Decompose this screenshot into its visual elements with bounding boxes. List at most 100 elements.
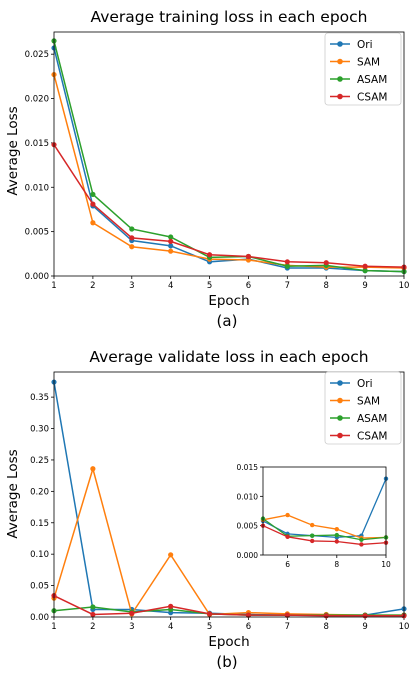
x-tick-label: 3 <box>129 281 134 291</box>
legend-box <box>324 32 402 106</box>
x-tick-label: 6 <box>246 281 251 291</box>
legend-marker-ori <box>337 380 343 386</box>
series-line-asam <box>262 518 387 541</box>
series-line-csam <box>262 525 387 546</box>
data-point-asam <box>334 532 339 538</box>
y-tick-label: 0.015 <box>25 139 49 149</box>
legend-box <box>324 371 402 445</box>
inset-plot-area: 0.000 0.005 0.010 0.015 6 8 10 <box>237 463 391 569</box>
legend-marker-ori <box>337 41 343 47</box>
data-point-sam <box>310 522 315 528</box>
x-tick-label: 10 <box>381 560 391 569</box>
y-tick-label: 0.00 <box>30 613 49 623</box>
data-point-csam <box>206 611 213 617</box>
y-tick-label: 0.05 <box>30 582 49 592</box>
data-point-asam <box>284 263 290 269</box>
x-tick-label: 2 <box>90 622 95 632</box>
y-tick-label: 0.25 <box>30 456 49 466</box>
series-line-csam <box>53 594 404 617</box>
data-point-csam <box>359 542 364 547</box>
y-tick-label: 0.010 <box>237 492 259 501</box>
y-tick-label: 0.10 <box>30 550 49 560</box>
legend-marker-asam <box>337 76 343 82</box>
data-point-asam <box>90 191 96 197</box>
x-tick-label: 5 <box>207 622 212 632</box>
legend-marker-csam <box>337 93 343 100</box>
legend-label-asam: ASAM <box>357 413 387 425</box>
x-axis-label: Epoch <box>208 293 249 309</box>
plot-area: 0.00 0.05 0.10 0.15 0.20 0.25 0.30 0.35 1 2 3 4 5 6 7 8… <box>30 371 410 632</box>
caption: (a) <box>217 312 238 330</box>
data-point-csam <box>334 539 339 544</box>
data-point-csam <box>245 253 252 260</box>
y-tick-label: 0.35 <box>30 393 49 403</box>
data-point-csam <box>323 260 329 266</box>
data-point-sam <box>168 248 174 254</box>
y-tick-label: 0.15 <box>30 519 49 529</box>
y-tick-label: 0.000 <box>237 551 259 560</box>
data-point-asam <box>310 533 315 538</box>
data-point-csam <box>285 534 290 540</box>
data-point-csam <box>168 238 174 244</box>
y-tick-label: 0.30 <box>30 425 49 435</box>
data-point-csam <box>284 259 290 265</box>
series-line-sam <box>53 466 404 616</box>
plot-frame <box>53 371 405 618</box>
data-point-sam <box>334 526 339 532</box>
legend-label-csam: CSAM <box>357 431 387 443</box>
y-tick-label: 0.005 <box>237 522 259 531</box>
data-point-csam <box>129 610 135 616</box>
x-tick-label: 4 <box>168 622 173 632</box>
x-tick-label: 10 <box>399 622 410 632</box>
series-line-sam <box>53 74 405 269</box>
caption: (b) <box>216 653 237 671</box>
data-point-csam <box>129 235 135 241</box>
y-tick-label: 0.000 <box>25 272 49 282</box>
legend-marker-csam <box>337 432 343 439</box>
plot-frame <box>53 31 405 277</box>
plot-area: 0.000 0.005 0.010 0.015 0.020 0.025 1 2 3 4 5 6 7 8 9 1… <box>25 31 410 291</box>
x-tick-label: 4 <box>168 281 173 291</box>
x-tick-label: 3 <box>129 622 134 632</box>
x-tick-label: 7 <box>285 281 290 291</box>
y-tick-label: 0.20 <box>30 487 49 497</box>
series-line-csam <box>53 144 405 268</box>
y-tick-label: 0.010 <box>25 183 49 193</box>
x-tick-label: 2 <box>90 281 95 291</box>
series-line-asam <box>53 40 405 273</box>
data-point-csam <box>90 611 96 618</box>
data-point-csam <box>90 201 96 207</box>
x-tick-label: 8 <box>324 281 329 291</box>
data-point-asam <box>90 604 96 610</box>
series-line-sam <box>262 514 387 539</box>
data-point-ori <box>168 243 174 249</box>
legend-label-ori: Ori <box>357 378 373 390</box>
y-axis-label: Average Loss <box>5 106 21 195</box>
y-tick-label: 0.020 <box>25 95 49 105</box>
x-tick-label: 9 <box>362 622 367 632</box>
legend-label-sam: SAM <box>357 57 380 69</box>
legend-label-sam: SAM <box>357 396 380 408</box>
x-tick-label: 1 <box>51 281 56 291</box>
data-point-csam <box>245 612 252 618</box>
x-tick-label: 1 <box>51 622 56 632</box>
x-tick-label: 10 <box>399 281 410 291</box>
data-point-asam <box>168 234 174 240</box>
series-line-ori <box>53 47 405 273</box>
data-point-sam <box>129 244 135 250</box>
data-point-csam <box>323 613 329 619</box>
y-tick-label: 0.005 <box>25 228 49 238</box>
data-point-asam <box>129 226 135 232</box>
x-tick-label: 9 <box>362 281 367 291</box>
data-point-asam <box>362 268 368 274</box>
x-axis-label: Epoch <box>208 634 249 650</box>
x-tick-label: 8 <box>334 560 339 569</box>
data-point-csam <box>310 538 315 544</box>
legend-marker-sam <box>337 58 343 65</box>
x-tick-label: 6 <box>285 560 290 569</box>
data-point-csam <box>168 603 174 609</box>
data-point-csam <box>362 613 368 619</box>
data-point-sam <box>285 512 290 518</box>
series-line-ori <box>262 478 387 539</box>
